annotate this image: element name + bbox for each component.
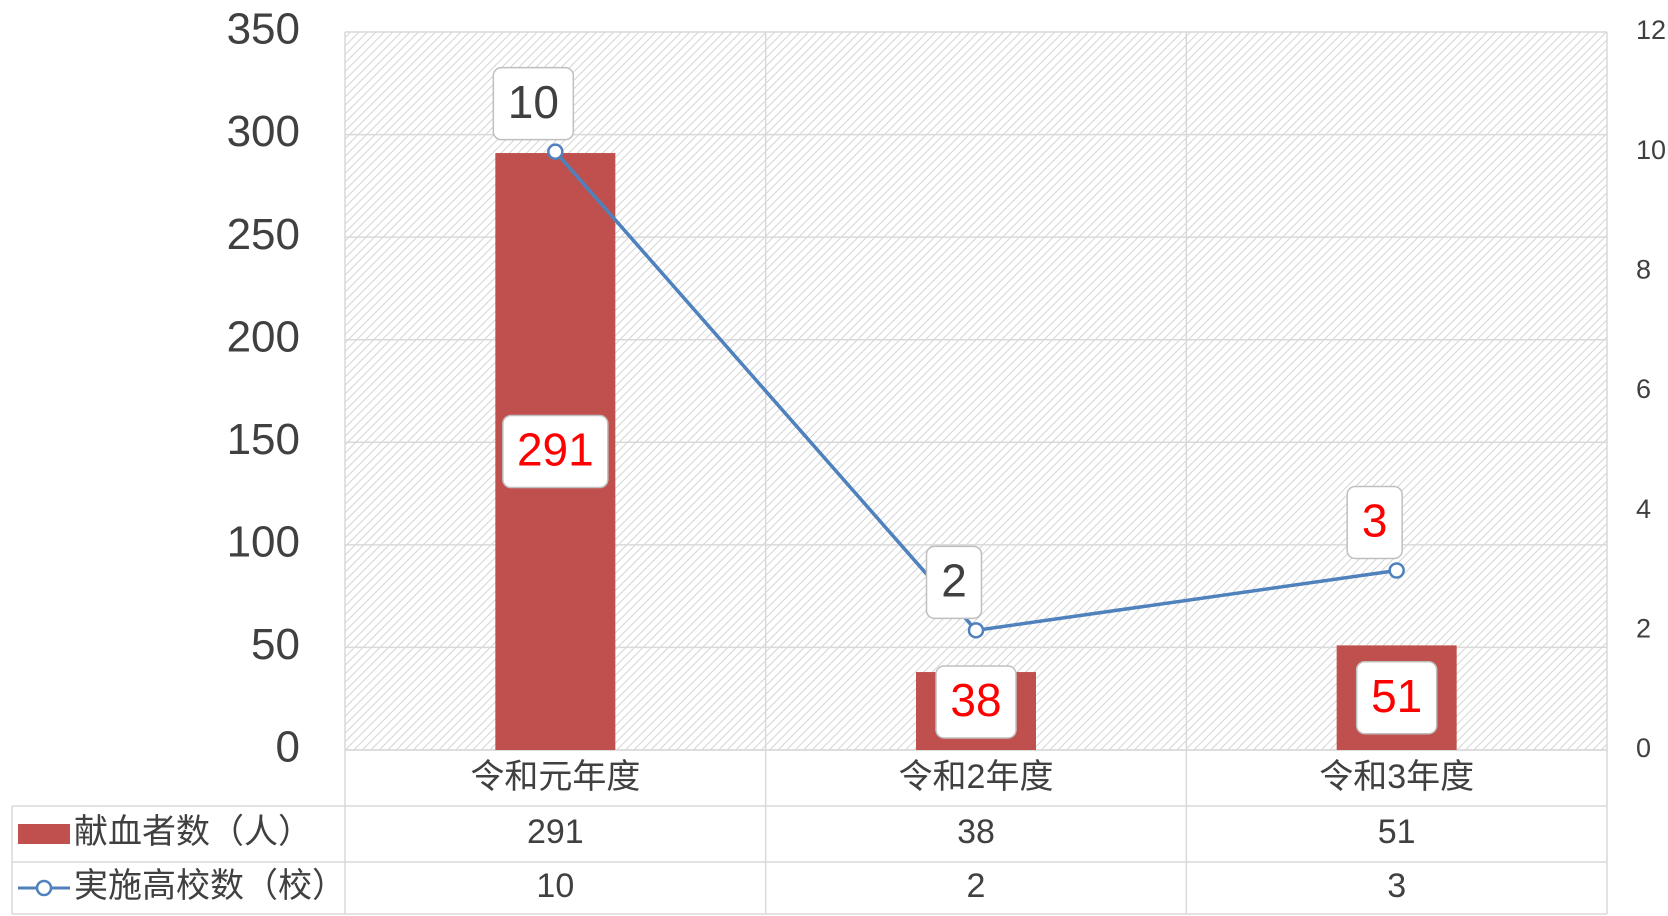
y-tick-label: 150 [227, 415, 300, 464]
legend-swatch [18, 824, 70, 844]
table-value: 10 [536, 867, 574, 905]
data-label: 2 [941, 554, 967, 606]
data-label-box [935, 665, 1017, 739]
data-label: 3 [1362, 495, 1388, 547]
table-value: 38 [957, 813, 995, 851]
line-marker [547, 143, 564, 160]
legend-label: 実施高校数（校） [74, 867, 346, 905]
y2-tick-label: 0 [1636, 733, 1651, 763]
data-label-box [925, 545, 983, 620]
data-label-box [502, 414, 609, 489]
data-label-box [1355, 660, 1438, 735]
y-tick-label: 0 [276, 723, 300, 772]
legend-marker [35, 879, 53, 897]
data-label-box [1346, 485, 1403, 560]
data-label: 291 [517, 424, 594, 476]
y2-tick-label: 8 [1636, 254, 1651, 284]
data-label-box [492, 66, 575, 141]
y-tick-label: 100 [227, 517, 300, 566]
x-tick-label: 令和3年度 [1319, 758, 1474, 796]
y-tick-label: 350 [227, 5, 300, 54]
table-value: 51 [1378, 813, 1416, 851]
y-tick-label: 250 [227, 210, 300, 259]
x-tick-label: 令和2年度 [899, 758, 1054, 796]
y-tick-label: 300 [227, 107, 300, 156]
data-label: 38 [950, 674, 1001, 726]
y-tick-label: 50 [251, 620, 300, 669]
y2-tick-label: 2 [1636, 613, 1651, 643]
y2-tick-label: 10 [1636, 135, 1666, 165]
x-tick-label: 令和元年度 [470, 758, 640, 796]
legend-label: 献血者数（人） [74, 813, 312, 851]
y2-tick-label: 4 [1636, 494, 1651, 524]
y-tick-label: 200 [227, 312, 300, 361]
table-value: 3 [1387, 867, 1406, 905]
data-label: 51 [1371, 670, 1422, 722]
line-marker [967, 622, 985, 639]
table-value: 2 [967, 867, 986, 905]
data-label: 10 [508, 76, 559, 128]
y2-tick-label: 12 [1636, 15, 1666, 45]
table-value: 291 [527, 813, 584, 851]
y2-tick-label: 6 [1636, 374, 1651, 404]
line-marker [1388, 562, 1405, 579]
